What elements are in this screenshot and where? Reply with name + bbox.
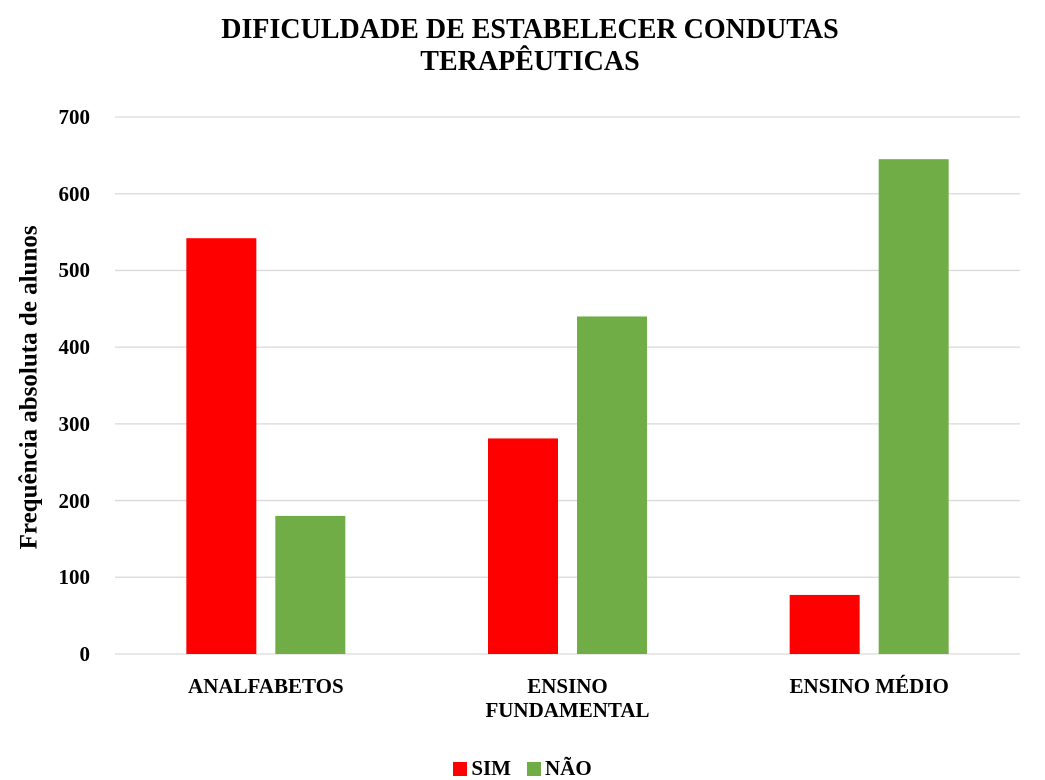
bar bbox=[186, 238, 257, 655]
bar bbox=[878, 159, 949, 654]
bar bbox=[488, 438, 558, 654]
legend-label: NÃO bbox=[545, 756, 592, 780]
y-axis-label: Frequência absoluta de alunos bbox=[15, 225, 43, 550]
legend-swatch bbox=[453, 761, 468, 776]
legend: SIM NÃO bbox=[0, 756, 1045, 780]
bar bbox=[789, 594, 860, 654]
legend-item: NÃO bbox=[527, 756, 592, 780]
y-tick-label: 700 bbox=[58, 105, 91, 129]
x-tick-label: ANALFABETOS bbox=[188, 674, 344, 698]
y-tick-label: 400 bbox=[58, 335, 91, 360]
x-tick-label: ENSINO MÉDIO bbox=[789, 674, 949, 698]
chart-title: DIFICULDADE DE ESTABELECER CONDUTAS TERA… bbox=[221, 14, 839, 77]
y-tick-label: 300 bbox=[58, 411, 91, 436]
legend-label: SIM bbox=[471, 756, 511, 780]
bar bbox=[577, 316, 647, 654]
y-tick-label: 500 bbox=[58, 258, 91, 283]
legend-swatch bbox=[527, 761, 541, 776]
y-tick-label: 100 bbox=[58, 565, 91, 590]
y-tick-label: 600 bbox=[58, 181, 91, 206]
x-tick-label: ENSINO FUNDAMENTAL bbox=[485, 674, 650, 723]
y-tick-label: 0 bbox=[79, 642, 91, 666]
y-tick-label: 200 bbox=[58, 488, 91, 513]
bar bbox=[275, 515, 346, 654]
legend-item: SIM bbox=[453, 756, 511, 780]
